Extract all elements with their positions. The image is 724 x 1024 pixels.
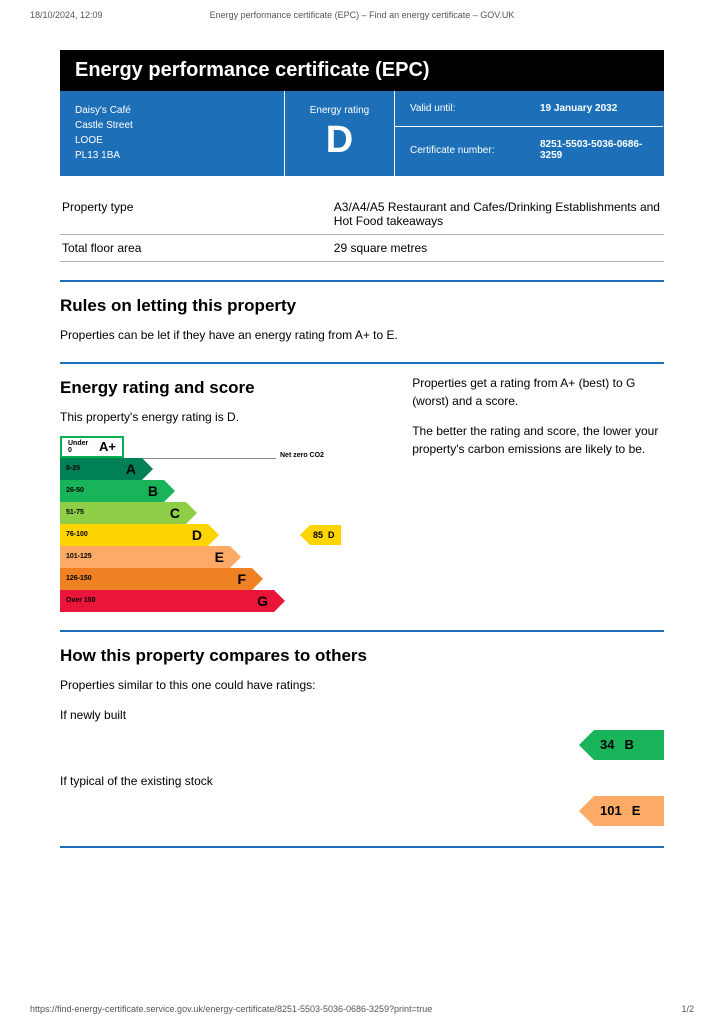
content: Energy performance certificate (EPC) Dai… <box>0 50 724 848</box>
rating-intro: This property's energy rating is D. <box>60 408 392 426</box>
compare-arrow: 34B <box>594 730 664 760</box>
property-label: Property type <box>60 194 332 235</box>
rating-chart: Net zero CO2Under 0A+0-25A26-50B51-75C76… <box>60 436 350 612</box>
compare-label: If newly built <box>60 706 664 724</box>
summary-box: Daisy's Café Castle Street LOOE PL13 1BA… <box>60 91 664 176</box>
property-value: A3/A4/A5 Restaurant and Cafes/Drinking E… <box>332 194 664 235</box>
compare-intro: Properties similar to this one could hav… <box>60 676 664 694</box>
rating-score-title: Energy rating and score <box>60 378 392 398</box>
print-footer: https://find-energy-certificate.service.… <box>30 1004 694 1014</box>
cert-number-value: 8251-5503-5036-0686-3259 <box>540 139 648 161</box>
rating-explain-1: Properties get a rating from A+ (best) t… <box>412 374 664 410</box>
property-table: Property type A3/A4/A5 Restaurant and Ca… <box>60 194 664 262</box>
rating-letter: D <box>300 118 379 164</box>
summary-right: Valid until: 19 January 2032 Certificate… <box>395 91 663 176</box>
footer-url: https://find-energy-certificate.service.… <box>30 1004 432 1014</box>
title-bar: Energy performance certificate (EPC) <box>60 50 664 91</box>
rating-explain-2: The better the rating and score, the low… <box>412 422 664 458</box>
valid-until-label: Valid until: <box>410 103 540 114</box>
property-label: Total floor area <box>60 234 332 261</box>
property-value: 29 square metres <box>332 234 664 261</box>
cert-number-label: Certificate number: <box>410 145 540 156</box>
compare-label: If typical of the existing stock <box>60 772 664 790</box>
rules-text: Properties can be let if they have an en… <box>60 326 664 344</box>
print-header: 18/10/2024, 12:09 Energy performance cer… <box>0 0 724 25</box>
rules-title: Rules on letting this property <box>60 296 664 316</box>
footer-page: 1/2 <box>681 1004 694 1014</box>
compare-title: How this property compares to others <box>60 646 664 666</box>
rating-label: Energy rating <box>300 103 379 118</box>
address-line: Daisy's Café <box>75 103 269 118</box>
compare-arrow: 101E <box>594 796 664 826</box>
rating-cell: Energy rating D <box>285 91 395 176</box>
compare-row: If typical of the existing stock 101E <box>60 772 664 826</box>
compare-rows: If newly built 34B If typical of the exist… <box>60 706 664 826</box>
timestamp: 18/10/2024, 12:09 <box>30 10 103 20</box>
rating-band: 26-50B <box>60 480 350 502</box>
valid-until-row: Valid until: 19 January 2032 <box>395 91 663 127</box>
rating-band: 101-125E <box>60 546 350 568</box>
rating-band: Under 0A+ <box>60 436 350 458</box>
valid-until-value: 19 January 2032 <box>540 103 617 114</box>
page-header-title: Energy performance certificate (EPC) – F… <box>210 10 515 20</box>
table-row: Total floor area 29 square metres <box>60 234 664 261</box>
divider <box>60 630 664 632</box>
rating-band: 126-150F <box>60 568 350 590</box>
cert-number-row: Certificate number: 8251-5503-5036-0686-… <box>395 127 663 173</box>
table-row: Property type A3/A4/A5 Restaurant and Ca… <box>60 194 664 235</box>
score-pointer: 85 D <box>310 525 341 545</box>
rating-band: 0-25A <box>60 458 350 480</box>
address-line: LOOE <box>75 133 269 148</box>
compare-row: If newly built 34B <box>60 706 664 760</box>
divider <box>60 846 664 848</box>
address-cell: Daisy's Café Castle Street LOOE PL13 1BA <box>60 91 285 176</box>
divider <box>60 280 664 282</box>
address-line: PL13 1BA <box>75 148 269 163</box>
address-line: Castle Street <box>75 118 269 133</box>
rating-band: Over 150G <box>60 590 350 612</box>
rating-band: 51-75C <box>60 502 350 524</box>
